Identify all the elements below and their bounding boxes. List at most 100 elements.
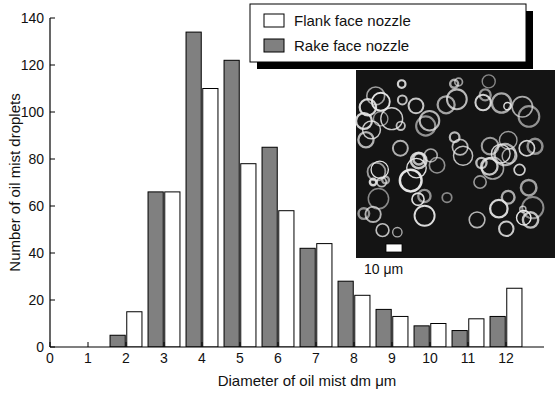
droplet <box>499 131 517 149</box>
x-tick-label: 4 <box>198 350 206 366</box>
y-tick-label: 100 <box>21 104 45 120</box>
x-axis <box>50 346 544 347</box>
droplet <box>360 99 376 115</box>
bar <box>376 309 391 347</box>
y-tick-label: 60 <box>28 198 44 214</box>
droplet <box>429 158 444 173</box>
droplet <box>413 153 424 164</box>
bar <box>431 324 446 348</box>
bar <box>452 331 467 347</box>
y-axis <box>49 18 50 347</box>
x-tick-label: 7 <box>312 350 320 366</box>
bar <box>355 295 370 347</box>
bar <box>300 248 315 347</box>
x-tick <box>278 342 279 347</box>
droplet <box>455 78 463 86</box>
x-tick <box>506 342 507 347</box>
x-tick-label: 0 <box>46 350 54 366</box>
bar <box>203 89 218 348</box>
droplet <box>381 108 403 130</box>
droplet <box>528 139 543 154</box>
legend-box <box>250 4 526 62</box>
legend: Flank face nozzle Rake face nozzle <box>250 4 533 69</box>
x-tick-label: 8 <box>350 350 358 366</box>
x-tick <box>354 342 355 347</box>
legend-label: Rake face nozzle <box>294 37 409 54</box>
droplet <box>475 95 490 110</box>
droplet <box>393 227 402 236</box>
x-tick <box>126 342 127 347</box>
droplet <box>474 176 486 188</box>
bar <box>241 164 256 347</box>
y-tick-label: 80 <box>28 151 44 167</box>
droplet <box>358 208 369 219</box>
droplet <box>418 190 430 202</box>
droplet <box>480 89 491 100</box>
x-tick <box>88 342 89 347</box>
scale-label: 10 μm <box>364 261 403 277</box>
bar <box>393 316 408 347</box>
y-tick <box>50 300 55 301</box>
droplet <box>523 212 538 227</box>
droplet <box>400 170 422 192</box>
y-tick <box>50 347 55 348</box>
x-tick <box>50 342 51 347</box>
droplet <box>482 75 495 88</box>
x-tick-label: 6 <box>274 350 282 366</box>
legend-swatch <box>264 39 284 52</box>
x-tick-label: 12 <box>498 350 514 366</box>
droplet <box>442 193 452 203</box>
x-tick <box>240 342 241 347</box>
y-tick <box>50 112 55 113</box>
y-tick <box>50 253 55 254</box>
x-tick <box>392 342 393 347</box>
x-tick-label: 11 <box>461 350 476 366</box>
x-tick-label: 10 <box>422 350 438 366</box>
bar <box>186 32 201 347</box>
bar <box>148 192 163 347</box>
droplet <box>502 149 517 164</box>
y-tick-label: 120 <box>21 57 45 73</box>
bar <box>490 316 505 347</box>
droplet <box>482 157 504 179</box>
x-tick <box>430 342 431 347</box>
droplet <box>520 206 526 212</box>
x-tick <box>202 342 203 347</box>
bar <box>338 281 353 347</box>
droplet <box>454 146 473 165</box>
droplet <box>393 141 408 156</box>
droplet <box>521 180 536 195</box>
x-tick-label: 5 <box>236 350 244 366</box>
inset-photo <box>356 70 555 258</box>
droplet <box>420 111 440 131</box>
droplet <box>415 206 435 226</box>
bar <box>469 319 484 347</box>
droplet <box>447 89 467 109</box>
bar <box>262 147 277 347</box>
x-axis-title: Diameter of oil mist dm μm <box>218 372 397 389</box>
bar <box>317 244 332 347</box>
droplet <box>519 106 540 127</box>
y-tick <box>50 159 55 160</box>
droplet <box>514 164 525 175</box>
droplet <box>377 177 386 186</box>
x-tick <box>468 342 469 347</box>
x-tick <box>316 342 317 347</box>
bar <box>507 288 522 347</box>
droplet <box>450 132 460 142</box>
bar <box>414 326 429 347</box>
bar <box>165 192 180 347</box>
droplet <box>397 122 405 130</box>
bar <box>279 211 294 347</box>
x-tick-label: 2 <box>122 350 130 366</box>
x-tick-label: 9 <box>388 350 396 366</box>
bar <box>224 60 239 347</box>
droplet <box>367 87 385 105</box>
y-tick <box>50 65 55 66</box>
x-tick-label: 1 <box>84 350 92 366</box>
droplet <box>499 222 513 236</box>
y-tick-label: 40 <box>28 245 44 261</box>
droplet <box>482 138 499 155</box>
legend-label: Flank face nozzle <box>294 12 411 29</box>
droplet <box>469 212 485 228</box>
